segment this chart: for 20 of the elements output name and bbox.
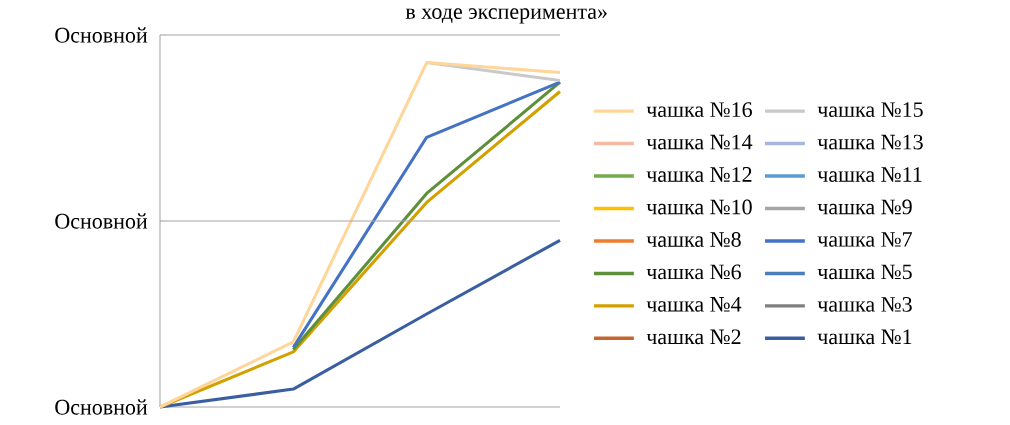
legend-label: чашка №16 xyxy=(646,102,752,118)
legend-label: чашка №9 xyxy=(817,199,912,215)
legend-label: чашка №1 xyxy=(817,329,912,345)
text: Основной xyxy=(55,399,148,415)
legend-label: чашка №4 xyxy=(646,297,742,312)
legend-label: чашка №15 xyxy=(817,102,923,118)
legend-label: чашка №14 xyxy=(646,134,753,150)
legend-label: чашка №11 xyxy=(817,167,922,182)
legend-label: чашка №2 xyxy=(646,329,741,345)
legend-label: чашка №13 xyxy=(817,134,923,150)
legend-label: чашка №7 xyxy=(817,232,912,247)
legend-label: чашка №6 xyxy=(646,264,741,280)
legend-label: чашка №12 xyxy=(646,167,752,182)
chart-title: в ходе эксперимента» xyxy=(405,8,607,24)
legend-label: чашка №10 xyxy=(646,199,752,215)
ref-line-label: Основной xyxy=(55,27,148,43)
ref-line-label: Основной xyxy=(55,213,148,229)
legend-label: чашка №3 xyxy=(817,296,912,312)
legend-label: чашка №5 xyxy=(817,264,912,280)
legend-label: чашка №8 xyxy=(646,232,741,247)
